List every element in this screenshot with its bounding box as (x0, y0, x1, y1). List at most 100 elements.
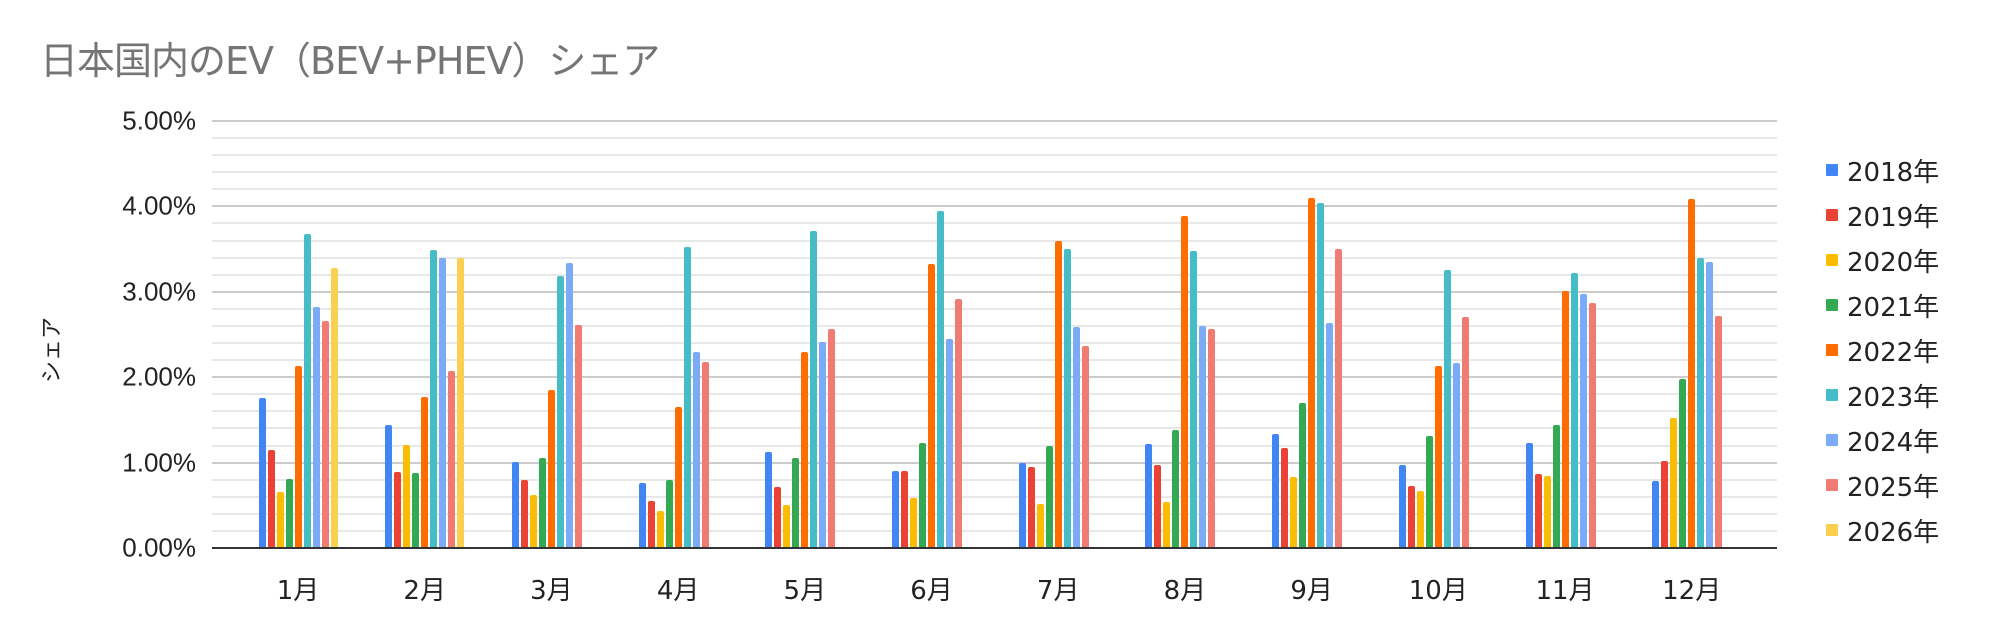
bar-2018年-2月[interactable] (385, 425, 393, 548)
legend-item[interactable]: 2024年 (1826, 425, 1939, 458)
bar-2023年-12月[interactable] (1697, 257, 1705, 548)
bar-2024年-1月[interactable] (312, 307, 320, 548)
bar-2025年-7月[interactable] (1081, 345, 1089, 548)
bar-2019年-2月[interactable] (394, 471, 402, 548)
bar-2021年-12月[interactable] (1679, 378, 1687, 548)
bar-2019年-12月[interactable] (1661, 460, 1669, 548)
bar-2021年-9月[interactable] (1299, 402, 1307, 548)
bar-2025年-1月[interactable] (321, 320, 329, 548)
bar-2021年-3月[interactable] (538, 458, 546, 548)
bar-2018年-1月[interactable] (258, 397, 266, 548)
bar-2020年-9月[interactable] (1290, 477, 1298, 548)
legend-item[interactable]: 2019年 (1826, 200, 1939, 233)
bar-2024年-5月[interactable] (819, 342, 827, 548)
bar-2018年-4月[interactable] (638, 483, 646, 548)
bar-2022年-7月[interactable] (1054, 241, 1062, 548)
bar-2024年-9月[interactable] (1326, 323, 1334, 548)
bar-2019年-5月[interactable] (774, 487, 782, 548)
bar-2019年-4月[interactable] (647, 501, 655, 548)
bar-2020年-2月[interactable] (403, 444, 411, 548)
bar-2020年-5月[interactable] (783, 505, 791, 548)
bar-2018年-11月[interactable] (1525, 442, 1533, 548)
bar-2023年-4月[interactable] (683, 247, 691, 548)
bar-2023年-1月[interactable] (303, 233, 311, 548)
bar-2026年-2月[interactable] (457, 258, 465, 548)
bar-2022年-5月[interactable] (801, 352, 809, 548)
bar-2023年-9月[interactable] (1317, 202, 1325, 548)
legend-item[interactable]: 2021年 (1826, 290, 1939, 323)
bar-2022年-10月[interactable] (1434, 366, 1442, 548)
bar-2023年-5月[interactable] (810, 231, 818, 548)
bar-2022年-3月[interactable] (547, 390, 555, 548)
bar-2025年-2月[interactable] (448, 371, 456, 548)
bar-2019年-11月[interactable] (1534, 473, 1542, 548)
bar-2019年-8月[interactable] (1154, 465, 1162, 548)
bar-2022年-11月[interactable] (1561, 290, 1569, 548)
bar-2021年-5月[interactable] (792, 458, 800, 548)
bar-2025年-11月[interactable] (1588, 302, 1596, 548)
bar-2025年-9月[interactable] (1335, 249, 1343, 548)
bar-2024年-6月[interactable] (946, 338, 953, 548)
bar-2022年-4月[interactable] (674, 407, 682, 548)
bar-2022年-6月[interactable] (928, 263, 935, 548)
bar-2019年-1月[interactable] (267, 449, 275, 548)
bar-2023年-11月[interactable] (1570, 273, 1578, 548)
legend-item[interactable]: 2022年 (1826, 335, 1939, 368)
bar-2025年-5月[interactable] (828, 328, 836, 548)
bar-2021年-1月[interactable] (285, 478, 293, 548)
bar-2019年-7月[interactable] (1027, 466, 1035, 548)
bar-2024年-10月[interactable] (1452, 362, 1460, 548)
bar-2024年-7月[interactable] (1072, 326, 1080, 548)
bar-2021年-8月[interactable] (1172, 430, 1180, 548)
bar-2024年-4月[interactable] (692, 352, 700, 548)
bar-2025年-3月[interactable] (574, 325, 582, 548)
bar-2025年-10月[interactable] (1461, 317, 1469, 548)
bar-2020年-6月[interactable] (910, 497, 917, 548)
bar-2025年-4月[interactable] (701, 361, 709, 548)
bar-2023年-6月[interactable] (937, 210, 944, 548)
bar-2018年-9月[interactable] (1272, 433, 1280, 548)
legend-item[interactable]: 2026年 (1826, 515, 1939, 548)
bar-2019年-10月[interactable] (1407, 485, 1415, 548)
bar-2023年-2月[interactable] (430, 249, 438, 548)
bar-2018年-8月[interactable] (1145, 443, 1153, 548)
bar-2020年-4月[interactable] (656, 511, 664, 548)
bar-2021年-10月[interactable] (1425, 436, 1433, 548)
bar-2020年-12月[interactable] (1670, 418, 1678, 548)
bar-2018年-7月[interactable] (1018, 462, 1026, 548)
bar-2020年-3月[interactable] (529, 495, 537, 548)
bar-2025年-6月[interactable] (955, 298, 962, 548)
bar-2023年-10月[interactable] (1443, 270, 1451, 548)
bar-2025年-8月[interactable] (1208, 328, 1216, 548)
bar-2021年-4月[interactable] (665, 479, 673, 548)
legend-item[interactable]: 2018年 (1826, 155, 1939, 188)
bar-2023年-7月[interactable] (1063, 249, 1071, 548)
legend-item[interactable]: 2020年 (1826, 245, 1939, 278)
bar-2024年-3月[interactable] (565, 262, 573, 548)
bar-2021年-7月[interactable] (1045, 445, 1053, 548)
bar-2024年-2月[interactable] (439, 258, 447, 548)
bar-2024年-12月[interactable] (1706, 261, 1714, 548)
bar-2020年-8月[interactable] (1163, 501, 1171, 548)
bar-2018年-3月[interactable] (511, 461, 519, 548)
bar-2024年-11月[interactable] (1579, 293, 1587, 548)
bar-2022年-12月[interactable] (1688, 198, 1696, 548)
bar-2020年-10月[interactable] (1416, 490, 1424, 548)
bar-2022年-9月[interactable] (1308, 197, 1316, 548)
bar-2018年-5月[interactable] (765, 452, 773, 548)
bar-2020年-11月[interactable] (1543, 476, 1551, 548)
legend-item[interactable]: 2025年 (1826, 470, 1939, 503)
bar-2024年-8月[interactable] (1199, 325, 1207, 548)
bar-2020年-7月[interactable] (1036, 503, 1044, 548)
bar-2018年-6月[interactable] (892, 471, 899, 548)
legend-item[interactable]: 2023年 (1826, 380, 1939, 413)
bar-2018年-12月[interactable] (1652, 480, 1660, 548)
bar-2020年-1月[interactable] (276, 492, 284, 548)
bar-2019年-6月[interactable] (901, 471, 908, 548)
bar-2025年-12月[interactable] (1715, 315, 1723, 548)
bar-2019年-9月[interactable] (1281, 448, 1289, 548)
bar-2018年-10月[interactable] (1398, 465, 1406, 548)
bar-2021年-11月[interactable] (1552, 425, 1560, 548)
bar-2022年-8月[interactable] (1181, 215, 1189, 548)
bar-2021年-2月[interactable] (412, 472, 420, 548)
